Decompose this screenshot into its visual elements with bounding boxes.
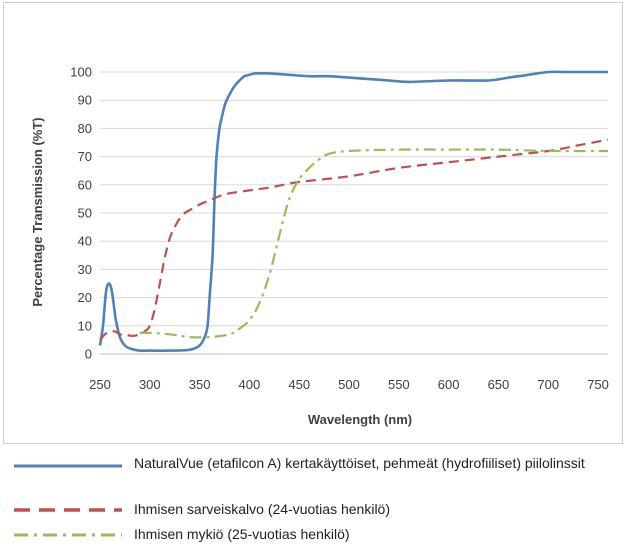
legend-swatch-solid xyxy=(14,464,122,468)
y-tick-label: 50 xyxy=(78,206,92,221)
series-line-0 xyxy=(98,70,608,352)
y-tick-label: 60 xyxy=(78,177,92,192)
x-tick-label: 250 xyxy=(89,377,111,392)
series-line-2 xyxy=(139,148,609,339)
legend: NaturalVue (etafilcon A) kertakäyttöiset… xyxy=(0,450,626,546)
y-tick-label: 0 xyxy=(85,347,92,362)
y-tick-label: 90 xyxy=(78,93,92,108)
legend-swatch-dashed xyxy=(14,508,122,512)
chart: 0 10 20 30 40 50 60 70 80 90 100 250 300 350 400 450 500… xyxy=(30,65,609,428)
x-tick-label: 500 xyxy=(338,377,360,392)
y-tick-label: 30 xyxy=(78,262,92,277)
y-tick-label: 20 xyxy=(78,290,92,305)
series-lines xyxy=(98,70,609,352)
legend-label-cornea: Ihmisen sarveiskalvo (24-vuotias henkilö… xyxy=(134,501,390,517)
x-tick-label: 650 xyxy=(488,377,510,392)
series-line-1 xyxy=(99,138,609,341)
y-axis-title: Percentage Transmission (%T) xyxy=(30,117,45,306)
y-tick-label: 10 xyxy=(78,318,92,333)
x-tick-label: 550 xyxy=(388,377,410,392)
legend-label-lens: Ihmisen mykiö (25-vuotias henkilö) xyxy=(134,526,350,542)
grid-lines xyxy=(100,71,608,355)
y-tick-label: 100 xyxy=(70,65,92,80)
x-tick-label: 750 xyxy=(587,377,609,392)
x-tick-label: 450 xyxy=(288,377,310,392)
legend-swatch-dashdot xyxy=(14,533,122,537)
y-tick-label: 80 xyxy=(78,121,92,136)
x-tick-label: 600 xyxy=(438,377,460,392)
x-tick-label: 350 xyxy=(189,377,211,392)
tick-labels: 0 10 20 30 40 50 60 70 80 90 100 250 300 350 400 450 500… xyxy=(70,65,609,393)
x-tick-label: 300 xyxy=(139,377,161,392)
x-tick-label: 700 xyxy=(537,377,559,392)
y-tick-label: 70 xyxy=(78,149,92,164)
x-axis-title: Wavelength (nm) xyxy=(308,412,412,427)
x-tick-label: 400 xyxy=(239,377,261,392)
y-tick-label: 40 xyxy=(78,234,92,249)
legend-label-naturalvue: NaturalVue (etafilcon A) kertakäyttöiset… xyxy=(134,455,585,471)
